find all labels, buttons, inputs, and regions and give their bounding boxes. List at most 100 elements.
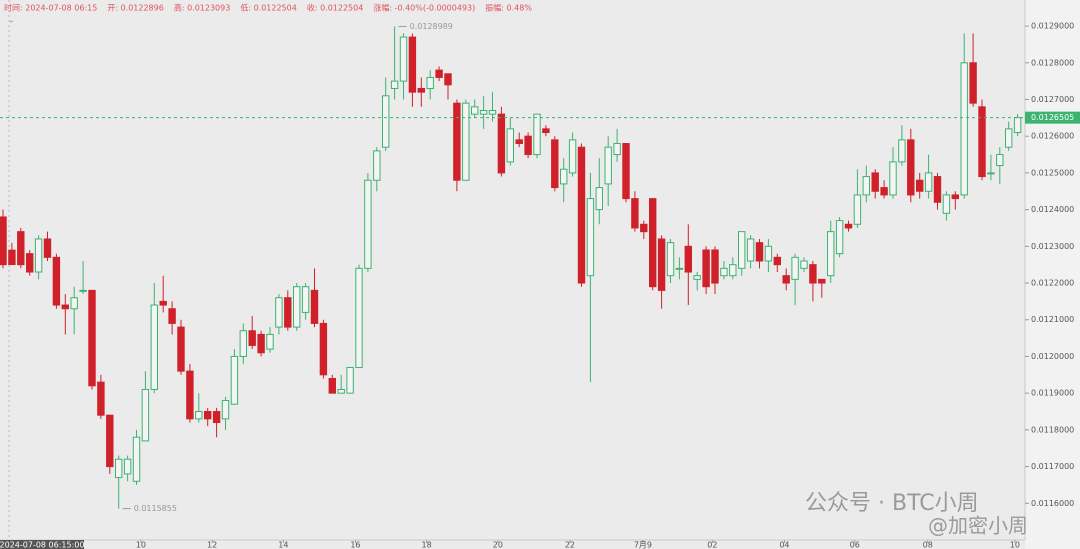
- candle-body: [301, 286, 310, 313]
- candle-body: [711, 249, 719, 284]
- info-item: 时间: 2024-07-08 06:15: [4, 3, 97, 13]
- info-item: 涨幅: -0.40%(-0.0000493): [373, 3, 475, 13]
- candle-body: [43, 238, 52, 258]
- collapse-icon[interactable]: ⌄: [8, 16, 15, 25]
- candle-body: [257, 333, 265, 354]
- y-tick-label: 0.0116000: [1031, 499, 1074, 508]
- y-tick-label: 0.0119000: [1031, 389, 1074, 398]
- candle-body: [515, 139, 523, 145]
- candle-body: [79, 289, 87, 292]
- candle-body: [1013, 117, 1022, 134]
- candle-body: [720, 267, 728, 277]
- candle-body: [115, 458, 123, 479]
- candle-body: [168, 308, 176, 324]
- price-axis: [1025, 0, 1080, 549]
- y-tick-label: 0.0129000: [1031, 22, 1074, 31]
- candle-body: [755, 242, 764, 262]
- candle-body: [293, 286, 301, 328]
- candle-body: [88, 289, 96, 387]
- x-tick-label: 02: [707, 541, 717, 549]
- candle-body: [729, 264, 737, 277]
- candle-body: [435, 69, 443, 78]
- candle-body: [52, 256, 61, 306]
- annotation: 0.0128989: [410, 22, 453, 31]
- candle-body: [204, 411, 212, 420]
- candle-body: [907, 139, 915, 196]
- candle-body: [239, 330, 248, 357]
- candle-body: [346, 366, 354, 394]
- candle-body: [844, 223, 853, 229]
- candle-body: [889, 161, 897, 196]
- candle-body: [604, 146, 612, 185]
- candle-body: [275, 297, 283, 328]
- candle-body: [649, 198, 657, 288]
- info-bar: 时间: 2024-07-08 06:15 开: 0.0122896 高: 0.012…: [4, 3, 532, 13]
- candle-body: [382, 95, 390, 148]
- candle-body: [230, 355, 239, 405]
- candle-body: [524, 135, 532, 156]
- info-item: 高: 0.0123093: [174, 3, 231, 13]
- candle-body: [827, 231, 835, 277]
- x-tick-label: 10: [136, 541, 146, 549]
- candle-body: [141, 388, 150, 442]
- candle-body: [319, 322, 328, 376]
- candle-body: [284, 297, 292, 328]
- candle-body: [595, 187, 603, 211]
- x-tick-label: 22: [565, 541, 575, 549]
- candle-body: [568, 139, 577, 174]
- candle-body: [212, 411, 221, 424]
- x-tick-label: 12: [207, 541, 217, 549]
- candle-body: [408, 36, 417, 93]
- candle-body: [533, 113, 541, 156]
- candle-body: [853, 194, 862, 225]
- x-tick-label: 20: [493, 541, 503, 549]
- candle-body: [488, 109, 497, 115]
- candle-body: [951, 194, 959, 200]
- candle-body: [702, 249, 710, 288]
- candle-body: [960, 62, 968, 196]
- candle-body: [479, 109, 488, 115]
- info-item: 开: 0.0122896: [107, 4, 164, 13]
- candle-body: [613, 143, 621, 156]
- candle-body: [800, 260, 808, 269]
- x-tick-label: 04: [779, 541, 789, 549]
- candle-body: [818, 278, 826, 284]
- last-price-tag: [1025, 111, 1080, 124]
- candle-body: [426, 76, 434, 89]
- watermark: @加密小周: [928, 514, 1028, 538]
- candle-body: [106, 414, 114, 468]
- plot-area: [0, 0, 1025, 540]
- candle-body: [337, 388, 345, 394]
- candle-body: [898, 139, 906, 163]
- candle-body: [8, 249, 16, 266]
- candle-body: [453, 102, 461, 181]
- candle-body: [942, 194, 951, 214]
- candle-body: [221, 400, 230, 420]
- candle-body: [444, 73, 452, 86]
- candle-body: [34, 238, 43, 273]
- candle-body: [1005, 128, 1013, 148]
- y-tick-label: 0.0127000: [1031, 95, 1074, 104]
- candle-body: [310, 289, 319, 324]
- candle-body: [17, 231, 25, 266]
- candle-body: [773, 256, 781, 266]
- y-tick-label: 0.0117000: [1031, 462, 1074, 471]
- candle-body: [791, 256, 799, 280]
- cursor-time: 2024-07-08 06:15:00: [0, 541, 84, 549]
- info-item: 收: 0.0122504: [307, 3, 364, 13]
- y-tick-label: 0.0123000: [1031, 242, 1074, 251]
- info-item: 低: 0.0122504: [240, 3, 297, 13]
- candle-body: [497, 113, 506, 174]
- candle-body: [159, 300, 167, 306]
- candle-body: [132, 436, 141, 482]
- watermark: 公众号 · BTC小周: [805, 491, 979, 516]
- candle-body: [622, 143, 630, 200]
- candle-body: [70, 297, 78, 310]
- candle-body: [355, 267, 363, 368]
- annotation: 0.0115855: [134, 504, 177, 513]
- candle-body: [631, 198, 639, 229]
- candle-body: [0, 216, 7, 266]
- y-tick-label: 0.0118000: [1031, 425, 1074, 434]
- candle-body: [978, 106, 986, 178]
